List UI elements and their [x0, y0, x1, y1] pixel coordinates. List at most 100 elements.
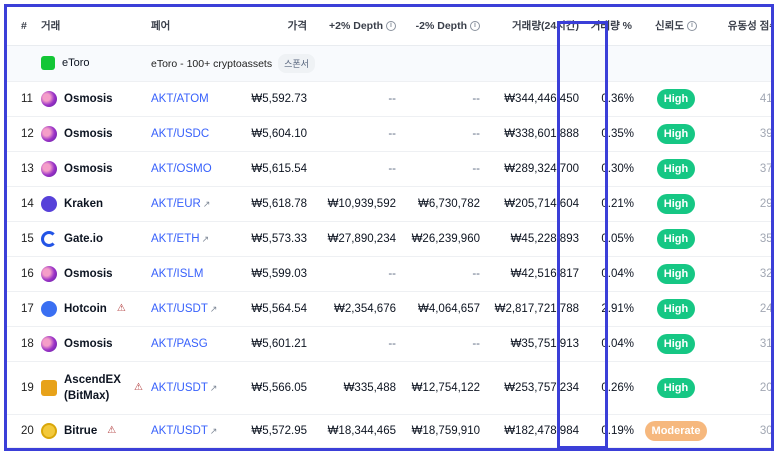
pair-cell[interactable]: AKT/ETH ↗: [151, 221, 235, 257]
pair-cell[interactable]: AKT/ATOM: [151, 81, 235, 117]
pair-cell[interactable]: AKT/OSMO: [151, 151, 235, 187]
pair-link[interactable]: AKT/ETH: [151, 232, 200, 245]
exchange-cell[interactable]: Bitrue ⚠: [41, 414, 151, 448]
pair-link[interactable]: AKT/USDC: [151, 127, 210, 140]
pair-cell[interactable]: AKT/PASG: [151, 326, 235, 362]
col-depth-minus[interactable]: -2% Depth i: [404, 7, 488, 46]
exchange-cell[interactable]: Kraken: [41, 186, 151, 222]
warning-icon[interactable]: ⚠: [107, 425, 117, 436]
rank-cell: 19: [7, 361, 41, 415]
exchange-cell[interactable]: Osmosis: [41, 151, 151, 187]
table-row[interactable]: 19 AscendEX (BitMax) ⚠ AKT/USDT ↗ ₩5,566.05 ₩3…: [7, 361, 771, 415]
rank-cell: 13: [7, 151, 41, 187]
external-link-icon[interactable]: ↗: [209, 425, 218, 436]
volume-cell: ₩344,446,450: [488, 81, 587, 117]
sponsor-filler: [404, 45, 771, 82]
confidence-label: 신뢰도: [655, 20, 684, 33]
exchange-cell[interactable]: Osmosis: [41, 256, 151, 292]
price-cell: ₩5,599.03: [235, 256, 315, 292]
table-row[interactable]: 20 Bitrue ⚠ AKT/USDT ↗ ₩5,572.95 ₩18,344,465 ₩1…: [7, 414, 771, 448]
col-confidence[interactable]: 신뢰도 i: [640, 7, 712, 46]
exchange-cell[interactable]: Osmosis: [41, 81, 151, 117]
pair-cell[interactable]: AKT/EUR ↗: [151, 186, 235, 222]
pair-cell[interactable]: AKT/USDT ↗: [151, 414, 235, 448]
external-link-icon[interactable]: ↗: [209, 382, 218, 393]
depth-minus-label: -2% Depth: [415, 19, 467, 32]
depth-minus-cell: ₩4,064,657: [404, 291, 488, 327]
exchange-name[interactable]: Osmosis: [64, 92, 113, 105]
exchange-name[interactable]: Hotcoin: [64, 302, 107, 315]
external-link-icon[interactable]: ↗: [202, 198, 211, 209]
external-link-icon[interactable]: ↗: [209, 303, 218, 314]
confidence-badge: High: [656, 298, 696, 319]
exchange-cell[interactable]: AscendEX (BitMax) ⚠: [41, 361, 151, 415]
depth-minus-cell: ₩18,759,910: [404, 414, 488, 448]
col-pair[interactable]: 페어: [151, 7, 235, 46]
table-row[interactable]: 12 Osmosis AKT/USDC ₩5,604.10 -- -- ₩338,601,8…: [7, 116, 771, 152]
pair-link[interactable]: AKT/ATOM: [151, 92, 209, 105]
volume-pct-cell: 0.36%: [587, 81, 640, 117]
volume-pct-cell: 0.26%: [587, 361, 640, 415]
rank-cell: 15: [7, 221, 41, 257]
col-rank[interactable]: #: [7, 7, 41, 46]
col-volume[interactable]: 거래량(24시간): [488, 7, 587, 46]
pair-link[interactable]: AKT/USDT: [151, 381, 208, 394]
sponsored-row[interactable]: eToro eToro - 100+ cryptoassets 스폰서: [7, 45, 771, 82]
exchange-cell[interactable]: Osmosis: [41, 326, 151, 362]
pair-link[interactable]: AKT/EUR: [151, 197, 201, 210]
table-row[interactable]: 17 Hotcoin ⚠ AKT/USDT ↗ ₩5,564.54 ₩2,354,676 ₩4…: [7, 291, 771, 327]
col-volume-pct[interactable]: 거래량 %: [587, 7, 640, 46]
pair-link[interactable]: AKT/PASG: [151, 337, 208, 350]
info-icon[interactable]: i: [686, 21, 697, 32]
pair-link[interactable]: AKT/USDT: [151, 302, 208, 315]
pair-link[interactable]: AKT/ISLM: [151, 267, 204, 280]
price-cell: ₩5,592.73: [235, 81, 315, 117]
exchange-name[interactable]: Osmosis: [64, 127, 113, 140]
rank-cell: 16: [7, 256, 41, 292]
liquidity-cell: 375: [712, 151, 771, 187]
col-price[interactable]: 가격: [235, 7, 315, 46]
volume-pct-cell: 0.21%: [587, 186, 640, 222]
exchange-cell[interactable]: Osmosis: [41, 116, 151, 152]
exchange-cell[interactable]: Hotcoin ⚠: [41, 291, 151, 327]
volume-pct-cell: 0.30%: [587, 151, 640, 187]
table-row[interactable]: 11 Osmosis AKT/ATOM ₩5,592.73 -- -- ₩344,446,4…: [7, 81, 771, 117]
exchange-cell[interactable]: Gate.io: [41, 221, 151, 257]
pair-cell[interactable]: AKT/USDT ↗: [151, 361, 235, 415]
exchange-name[interactable]: Gate.io: [64, 232, 103, 245]
exchange-name[interactable]: Kraken: [64, 197, 103, 210]
table-row[interactable]: 18 Osmosis AKT/PASG ₩5,601.21 -- -- ₩35,751,91…: [7, 326, 771, 362]
pair-cell[interactable]: AKT/ISLM: [151, 256, 235, 292]
table-row[interactable]: 14 Kraken AKT/EUR ↗ ₩5,618.78 ₩10,939,592 ₩6,7…: [7, 186, 771, 222]
kraken-logo-icon: [41, 195, 57, 212]
depth-minus-cell: ₩12,754,122: [404, 361, 488, 415]
liquidity-cell: 350: [712, 221, 771, 257]
pair-cell[interactable]: AKT/USDT ↗: [151, 291, 235, 327]
exchange-name[interactable]: Bitrue: [64, 424, 98, 437]
sponsor-exchange-name[interactable]: eToro: [62, 57, 90, 69]
info-icon[interactable]: i: [386, 20, 396, 31]
exchange-name[interactable]: Osmosis: [64, 337, 113, 350]
table-row[interactable]: 15 Gate.io AKT/ETH ↗ ₩5,573.33 ₩27,890,234 ₩26…: [7, 221, 771, 257]
sponsor-badge: 스폰서: [278, 53, 315, 73]
col-exchange[interactable]: 거래: [41, 7, 151, 46]
warning-icon[interactable]: ⚠: [134, 382, 143, 393]
sponsor-description[interactable]: eToro - 100+ cryptoassets: [151, 57, 273, 70]
info-icon[interactable]: i: [470, 20, 480, 31]
table-row[interactable]: 13 Osmosis AKT/OSMO ₩5,615.54 -- -- ₩289,324,7…: [7, 151, 771, 187]
col-liquidity[interactable]: 유동성 점수: [712, 7, 771, 46]
external-link-icon[interactable]: ↗: [201, 233, 210, 244]
osmosis-logo-icon: [41, 265, 57, 282]
table-row[interactable]: 16 Osmosis AKT/ISLM ₩5,599.03 -- -- ₩42,516,81…: [7, 256, 771, 292]
depth-plus-cell: --: [315, 116, 404, 152]
sponsor-description-cell: eToro - 100+ cryptoassets 스폰서: [151, 45, 404, 82]
exchange-name[interactable]: Osmosis: [64, 162, 113, 175]
exchange-name[interactable]: AscendEX (BitMax): [64, 373, 121, 402]
col-depth-plus[interactable]: +2% Depth i: [315, 7, 404, 46]
pair-link[interactable]: AKT/OSMO: [151, 162, 212, 175]
depth-minus-cell: --: [404, 151, 488, 187]
pair-link[interactable]: AKT/USDT: [151, 424, 208, 437]
warning-icon[interactable]: ⚠: [116, 303, 126, 314]
exchange-name[interactable]: Osmosis: [64, 267, 113, 280]
pair-cell[interactable]: AKT/USDC: [151, 116, 235, 152]
